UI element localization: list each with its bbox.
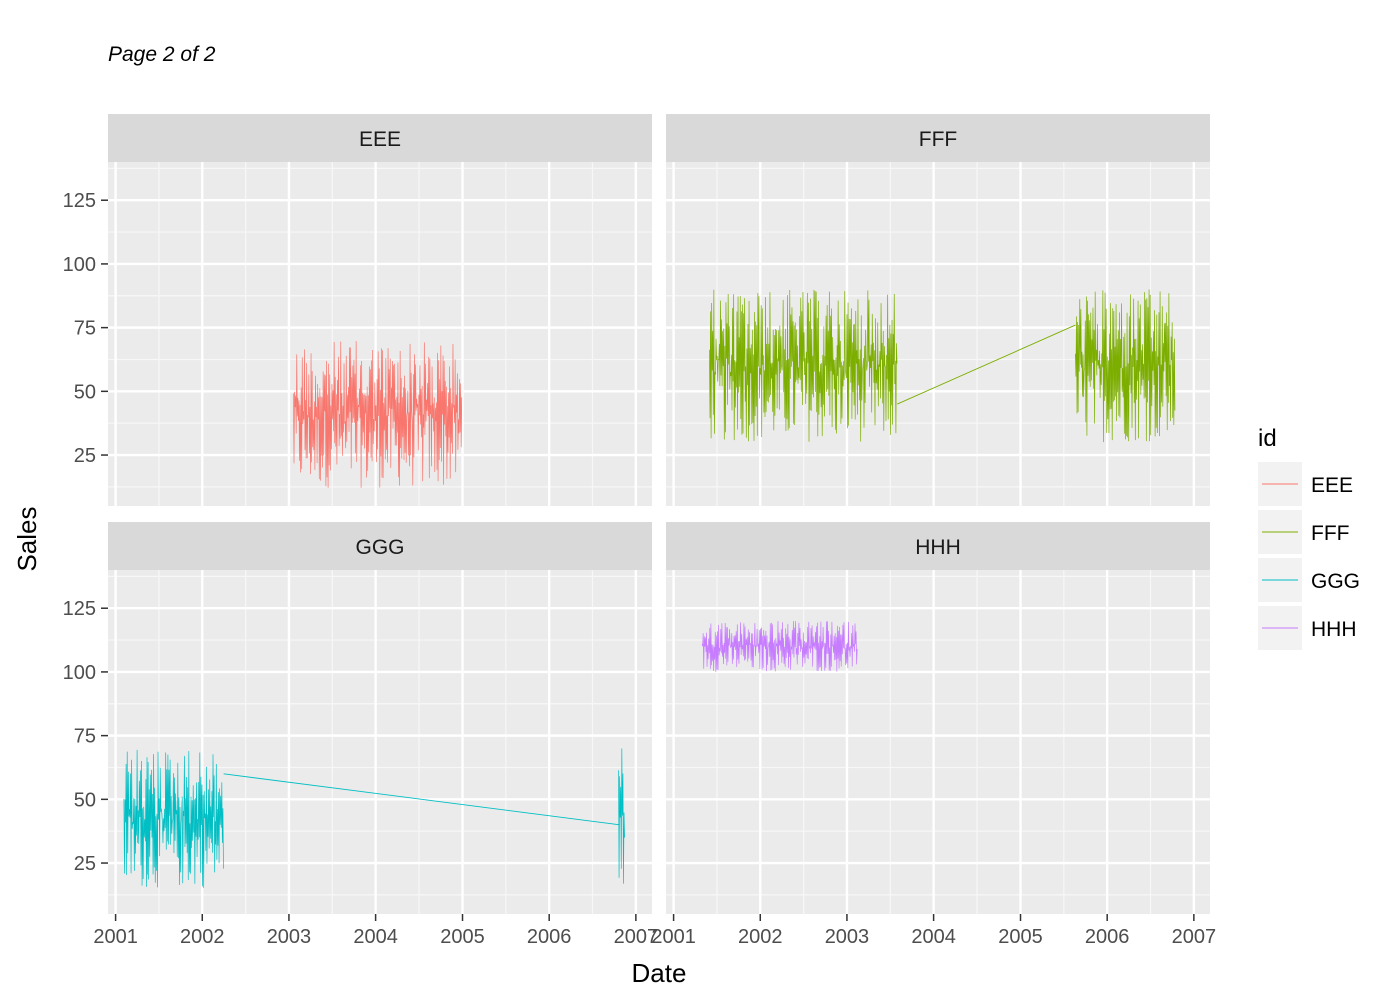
facet-strip [108,114,652,162]
legend: id EEE FFF GGG HHH [1258,425,1360,650]
data-series-segment [1075,289,1176,443]
panel-background [666,570,1210,914]
x-tick-label: 2004 [911,926,956,948]
y-tick-label: 25 [74,445,96,467]
data-series-segment [293,341,463,488]
facet-strip [108,522,652,570]
legend-label: EEE [1311,474,1353,497]
x-tick-label: 2002 [180,926,225,948]
x-tick-label: 2001 [93,926,138,948]
y-tick-label: 25 [74,853,96,875]
x-tick-label: 2005 [440,926,485,948]
x-tick-label: 2007 [614,926,659,948]
legend-label: GGG [1311,570,1360,593]
facet-strip-label: FFF [919,128,957,151]
facet-strip [666,522,1210,570]
facet-strip-label: GGG [355,536,404,559]
facet-panel-hhh: HHH 2001 2002 2003 2004 2005 2006 2007 [651,522,1216,948]
data-series-segment [123,749,224,888]
y-tick-label: 75 [74,318,96,340]
facet-strip-label: HHH [915,536,961,559]
x-tick-label: 2006 [1085,926,1130,948]
data-series-segment [701,621,858,672]
data-series-segment [709,289,898,442]
page-label: Page 2 of 2 [108,43,216,66]
y-tick-label: 50 [74,789,96,811]
x-tick-label: 2004 [353,926,398,948]
legend-label: FFF [1311,522,1349,545]
y-tick-label: 75 [74,726,96,748]
facet-panel-ggg: GGG 25 50 75 100 125 2001 2002 2003 2004 2005 2006 2… [63,522,658,948]
facet-panel-fff: FFF [666,114,1210,506]
legend-title: id [1258,425,1277,452]
facet-panel-eee: EEE 25 50 75 100 125 [63,114,652,506]
y-tick-label: 50 [74,381,96,403]
x-tick-label: 2001 [651,926,696,948]
legend-label: HHH [1311,618,1357,641]
facet-strip-label: EEE [359,128,401,151]
gap-connector-line [223,773,620,826]
x-tick-label: 2003 [825,926,870,948]
y-tick-label: 125 [63,190,96,212]
y-tick-label: 125 [63,598,96,620]
panel-background [108,570,652,914]
x-tick-label: 2005 [998,926,1043,948]
x-tick-label: 2007 [1172,926,1217,948]
gap-connector-line [897,324,1076,405]
y-axis-title: Sales [12,506,42,571]
x-tick-label: 2002 [738,926,783,948]
x-tick-label: 2006 [527,926,572,948]
x-axis-title: Date [632,958,687,988]
y-tick-label: 100 [63,662,96,684]
facet-strip [666,114,1210,162]
data-series-segment [618,748,625,884]
y-tick-label: 100 [63,254,96,276]
x-tick-label: 2003 [267,926,312,948]
